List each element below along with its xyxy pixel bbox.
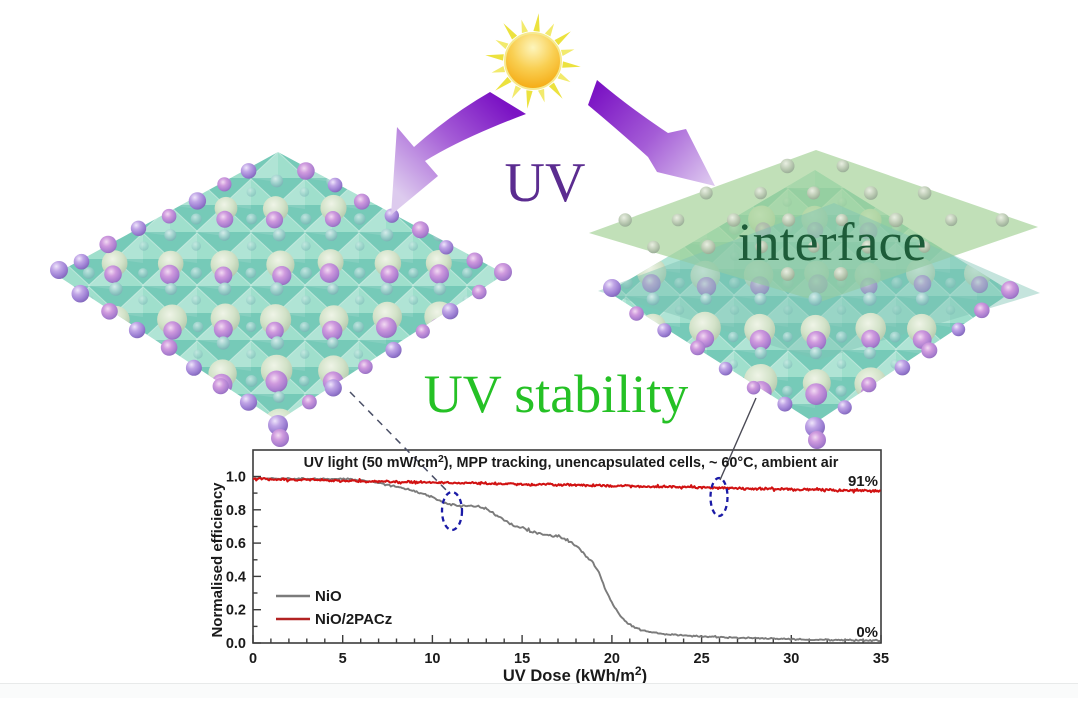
svg-text:1.0: 1.0 <box>226 470 246 486</box>
svg-text:5: 5 <box>339 651 347 667</box>
svg-text:0.8: 0.8 <box>226 503 246 519</box>
svg-text:NiO: NiO <box>315 588 342 605</box>
svg-text:0.6: 0.6 <box>226 536 246 552</box>
svg-text:interface: interface <box>738 212 927 272</box>
svg-text:15: 15 <box>514 651 530 667</box>
svg-text:0.2: 0.2 <box>226 603 246 619</box>
svg-text:UV light (50 mW/cm2), MPP trac: UV light (50 mW/cm2), MPP tracking, unen… <box>304 454 839 471</box>
svg-text:UV: UV <box>505 152 586 214</box>
svg-text:30: 30 <box>783 651 799 667</box>
svg-text:0.0: 0.0 <box>226 636 246 652</box>
svg-text:20: 20 <box>604 651 620 667</box>
svg-text:Normalised efficiency: Normalised efficiency <box>209 482 226 638</box>
svg-text:91%: 91% <box>848 473 878 490</box>
svg-text:10: 10 <box>424 651 440 667</box>
svg-text:UV Dose (kWh/m2): UV Dose (kWh/m2) <box>503 664 647 685</box>
svg-text:0%: 0% <box>856 624 878 641</box>
svg-text:35: 35 <box>873 651 889 667</box>
svg-text:0: 0 <box>249 651 257 667</box>
svg-text:UV stability: UV stability <box>424 364 689 424</box>
svg-text:NiO/2PACz: NiO/2PACz <box>315 611 392 628</box>
svg-text:0.4: 0.4 <box>226 569 246 585</box>
svg-text:25: 25 <box>694 651 710 667</box>
